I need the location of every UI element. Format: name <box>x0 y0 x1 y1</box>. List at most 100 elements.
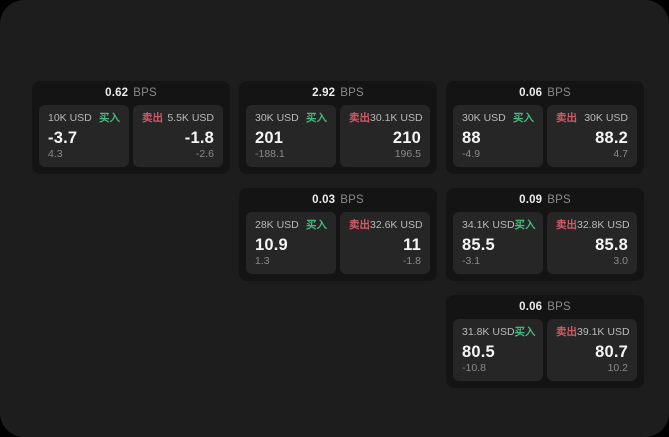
sell-delta: 4.7 <box>613 148 628 160</box>
buy-delta: -3.1 <box>462 255 481 267</box>
buy-side-label: 买入 <box>306 219 327 231</box>
buy-delta: 1.3 <box>255 255 270 267</box>
bps-unit-label: BPS <box>547 87 571 99</box>
quote-card: 0.62 BPS 10K USD 买入 -3.7 4.3 卖出 5.5K USD <box>32 81 230 174</box>
buy-quote-tile[interactable]: 30K USD 买入 88 -4.9 <box>453 105 543 167</box>
sell-price: 11 <box>403 236 421 254</box>
sell-quote-tile[interactable]: 卖出 30.1K USD 210 196.5 <box>340 105 430 167</box>
bps-unit-label: BPS <box>547 194 571 206</box>
buy-side-label: 买入 <box>514 219 536 231</box>
sell-tile-header: 卖出 32.8K USD <box>556 219 630 232</box>
buy-tile-header: 31.8K USD 买入 <box>462 326 536 339</box>
sell-notional: 32.8K USD <box>577 219 630 231</box>
sell-side-label: 卖出 <box>556 326 577 338</box>
buy-notional: 30K USD <box>462 112 506 124</box>
bps-header: 0.06 BPS <box>446 81 644 105</box>
sell-tile-header: 卖出 32.6K USD <box>349 219 423 232</box>
bps-header: 2.92 BPS <box>239 81 437 105</box>
quote-card: 0.06 BPS 30K USD 买入 88 -4.9 卖出 30K USD <box>446 81 644 174</box>
sell-side-label: 卖出 <box>349 112 370 124</box>
bps-header: 0.62 BPS <box>32 81 230 105</box>
buy-side-label: 买入 <box>306 112 327 124</box>
sell-delta: -2.6 <box>195 148 214 160</box>
buy-price: 201 <box>255 129 284 147</box>
quote-body: 31.8K USD 买入 80.5 -10.8 卖出 39.1K USD 80.… <box>446 319 644 388</box>
quote-body: 34.1K USD 买入 85.5 -3.1 卖出 32.8K USD 85.8… <box>446 212 644 281</box>
quote-card: 0.03 BPS 28K USD 买入 10.9 1.3 卖出 32.6K US… <box>239 188 437 281</box>
quote-grid: 0.62 BPS 10K USD 买入 -3.7 4.3 卖出 5.5K USD <box>32 81 644 388</box>
buy-quote-tile[interactable]: 34.1K USD 买入 85.5 -3.1 <box>453 212 543 274</box>
bps-value: 2.92 <box>312 87 336 99</box>
buy-notional: 31.8K USD <box>462 326 515 338</box>
buy-quote-tile[interactable]: 10K USD 买入 -3.7 4.3 <box>39 105 129 167</box>
buy-side-label: 买入 <box>514 326 536 338</box>
sell-side-label: 卖出 <box>556 219 577 231</box>
bps-unit-label: BPS <box>133 87 157 99</box>
sell-delta: -1.8 <box>402 255 421 267</box>
sell-tile-header: 卖出 5.5K USD <box>142 112 214 125</box>
bps-unit-label: BPS <box>340 87 364 99</box>
buy-side-label: 买入 <box>99 112 120 124</box>
sell-tile-header: 卖出 39.1K USD <box>556 326 630 339</box>
buy-price: 85.5 <box>462 236 495 254</box>
sell-quote-tile[interactable]: 卖出 30K USD 88.2 4.7 <box>547 105 637 167</box>
sell-delta: 3.0 <box>613 255 628 267</box>
sell-notional: 30K USD <box>584 112 628 124</box>
buy-quote-tile[interactable]: 28K USD 买入 10.9 1.3 <box>246 212 336 274</box>
sell-tile-header: 卖出 30K USD <box>556 112 628 125</box>
buy-delta: 4.3 <box>48 148 63 160</box>
sell-quote-tile[interactable]: 卖出 39.1K USD 80.7 10.2 <box>547 319 637 381</box>
buy-tile-header: 30K USD 买入 <box>255 112 327 125</box>
quote-card: 0.09 BPS 34.1K USD 买入 85.5 -3.1 卖出 32.8K… <box>446 188 644 281</box>
buy-quote-tile[interactable]: 31.8K USD 买入 80.5 -10.8 <box>453 319 543 381</box>
bps-value: 0.06 <box>519 301 543 313</box>
quote-body: 28K USD 买入 10.9 1.3 卖出 32.6K USD 11 -1.8 <box>239 212 437 281</box>
sell-delta: 196.5 <box>394 148 421 160</box>
buy-delta: -10.8 <box>462 362 486 374</box>
buy-notional: 30K USD <box>255 112 299 124</box>
sell-notional: 32.6K USD <box>370 219 423 231</box>
sell-side-label: 卖出 <box>142 112 163 124</box>
buy-tile-header: 34.1K USD 买入 <box>462 219 536 232</box>
quote-body: 10K USD 买入 -3.7 4.3 卖出 5.5K USD -1.8 -2.… <box>32 105 230 174</box>
sell-tile-header: 卖出 30.1K USD <box>349 112 423 125</box>
sell-notional: 39.1K USD <box>577 326 630 338</box>
buy-price: 10.9 <box>255 236 288 254</box>
sell-quote-tile[interactable]: 卖出 5.5K USD -1.8 -2.6 <box>133 105 223 167</box>
quote-card: 2.92 BPS 30K USD 买入 201 -188.1 卖出 30.1K … <box>239 81 437 174</box>
buy-notional: 10K USD <box>48 112 92 124</box>
buy-tile-header: 30K USD 买入 <box>462 112 534 125</box>
sell-notional: 30.1K USD <box>370 112 423 124</box>
sell-quote-tile[interactable]: 卖出 32.8K USD 85.8 3.0 <box>547 212 637 274</box>
sell-notional: 5.5K USD <box>167 112 214 124</box>
sell-price: 85.8 <box>595 236 628 254</box>
buy-price: -3.7 <box>48 129 78 147</box>
sell-price: -1.8 <box>184 129 214 147</box>
bps-value: 0.03 <box>312 194 336 206</box>
bps-unit-label: BPS <box>547 301 571 313</box>
buy-price: 80.5 <box>462 343 495 361</box>
buy-quote-tile[interactable]: 30K USD 买入 201 -188.1 <box>246 105 336 167</box>
sell-price: 210 <box>392 129 421 147</box>
buy-delta: -188.1 <box>255 148 285 160</box>
buy-notional: 34.1K USD <box>462 219 515 231</box>
buy-price: 88 <box>462 129 481 147</box>
quote-card: 0.06 BPS 31.8K USD 买入 80.5 -10.8 卖出 39.1… <box>446 295 644 388</box>
sell-price: 88.2 <box>595 129 628 147</box>
bps-value: 0.62 <box>105 87 129 99</box>
buy-side-label: 买入 <box>513 112 534 124</box>
quote-body: 30K USD 买入 201 -188.1 卖出 30.1K USD 210 1… <box>239 105 437 174</box>
bps-header: 0.09 BPS <box>446 188 644 212</box>
buy-notional: 28K USD <box>255 219 299 231</box>
sell-quote-tile[interactable]: 卖出 32.6K USD 11 -1.8 <box>340 212 430 274</box>
bps-header: 0.06 BPS <box>446 295 644 319</box>
bps-value: 0.06 <box>519 87 543 99</box>
bps-value: 0.09 <box>519 194 543 206</box>
bps-unit-label: BPS <box>340 194 364 206</box>
buy-delta: -4.9 <box>462 148 481 160</box>
sell-delta: 10.2 <box>607 362 628 374</box>
buy-tile-header: 28K USD 买入 <box>255 219 327 232</box>
sell-price: 80.7 <box>595 343 628 361</box>
quote-body: 30K USD 买入 88 -4.9 卖出 30K USD 88.2 4.7 <box>446 105 644 174</box>
